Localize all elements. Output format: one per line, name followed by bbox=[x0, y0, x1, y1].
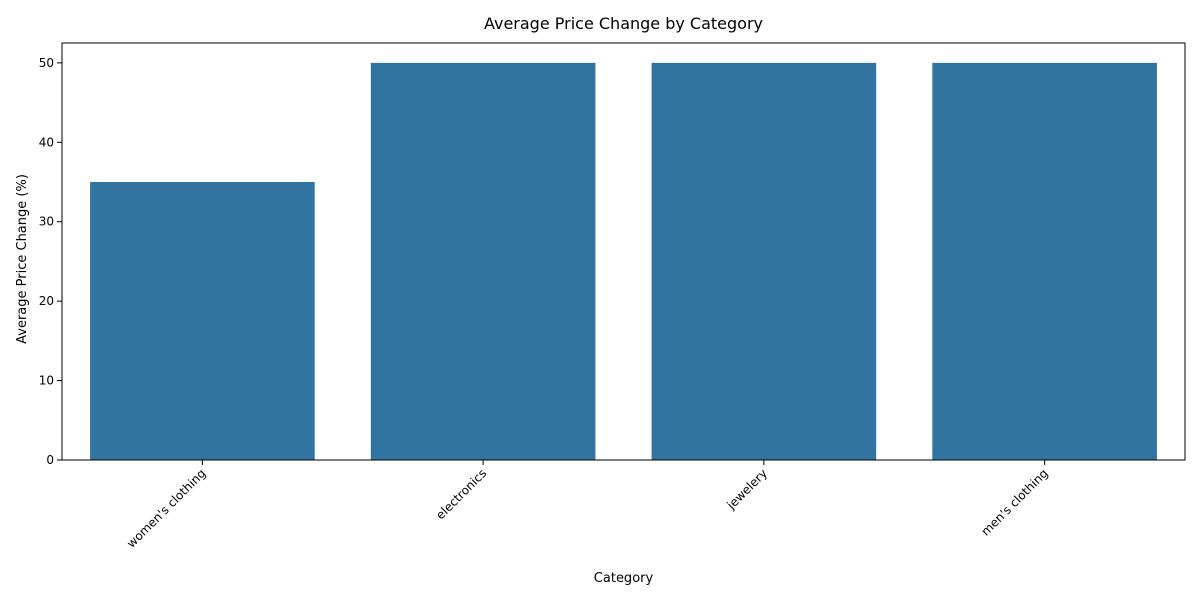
y-axis-label: Average Price Change (%) bbox=[15, 174, 30, 344]
bars-group bbox=[90, 62, 1157, 460]
bar-0 bbox=[90, 182, 315, 460]
y-tick-label: 0 bbox=[46, 453, 54, 467]
y-axis-ticks: 0 10 20 30 40 50 bbox=[39, 56, 62, 467]
x-tick-label: women's clothing bbox=[124, 466, 208, 550]
plot-area: 0 10 20 30 40 50 women's clothing electronics j… bbox=[39, 42, 1186, 551]
bar-1 bbox=[370, 62, 596, 460]
y-tick-label: 30 bbox=[39, 215, 54, 229]
y-tick-label: 50 bbox=[39, 56, 54, 70]
bar-3 bbox=[932, 62, 1157, 460]
x-axis-ticks: women's clothing electronics jewelery men's… bbox=[124, 460, 1051, 551]
y-tick-label: 20 bbox=[39, 294, 54, 308]
x-axis-label: Category bbox=[594, 571, 654, 586]
x-tick-label: jewelery bbox=[724, 466, 770, 512]
chart-title: Average Price Change by Category bbox=[484, 14, 763, 33]
x-tick-label: electronics bbox=[433, 466, 489, 522]
x-tick-label: men's clothing bbox=[978, 466, 1050, 538]
y-tick-label: 10 bbox=[39, 374, 54, 388]
bar-2 bbox=[651, 62, 877, 460]
plot-frame bbox=[61, 42, 1186, 461]
y-tick-label: 40 bbox=[39, 135, 54, 149]
